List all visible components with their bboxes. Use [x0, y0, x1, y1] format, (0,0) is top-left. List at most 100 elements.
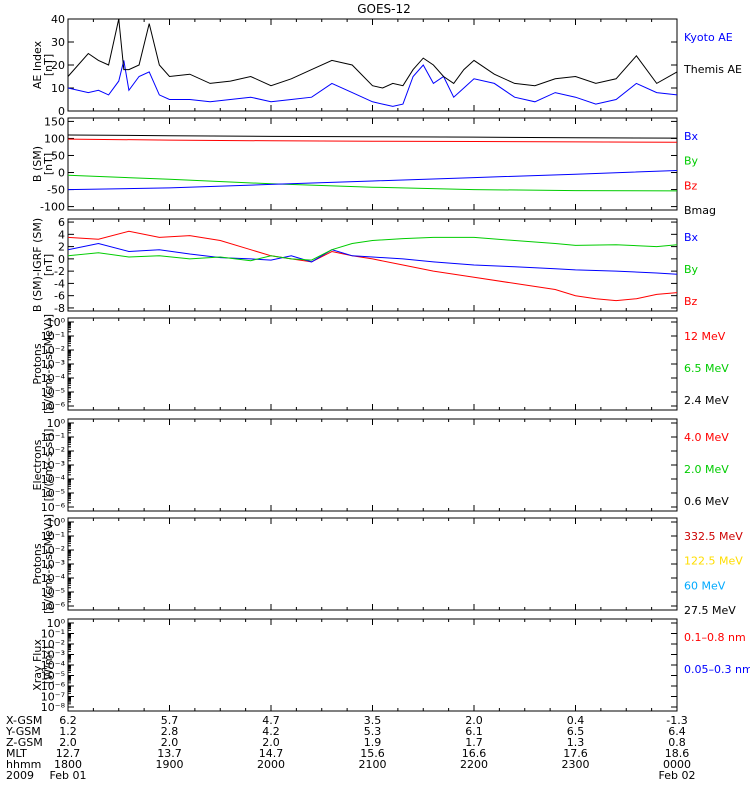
y-axis-label: [nT]: [42, 254, 55, 276]
y-tick-label: 10⁻¹: [41, 431, 65, 444]
y-tick-label: 10⁻⁴: [41, 572, 66, 585]
y-tick-label: -6: [54, 290, 65, 303]
y-tick-label: 10⁰: [47, 316, 66, 329]
y-axis-label: [W/m²]: [42, 646, 55, 684]
orbit-cell: 13.7: [157, 747, 182, 760]
orbit-cell: 0000: [663, 758, 691, 771]
orbit-cell: 2.0: [262, 736, 280, 749]
orbit-cell: 2.0: [465, 714, 483, 727]
y-tick-label: 10⁻⁴: [41, 473, 66, 486]
orbit-cell: 1.2: [59, 725, 77, 738]
orbit-cell: 5.3: [364, 725, 382, 738]
orbit-cell: 17.6: [563, 747, 588, 760]
y-axis-label: Protons: [31, 543, 44, 584]
y-tick-label: 10⁻⁵: [41, 670, 65, 683]
orbit-cell: 2.0: [59, 736, 77, 749]
y-tick-label: 150: [44, 115, 65, 128]
y-tick-label: 10⁻²: [41, 344, 65, 357]
orbit-cell: 1.9: [364, 736, 382, 749]
y-tick-label: -4: [54, 277, 65, 290]
orbit-row-label: MLT: [6, 747, 27, 760]
legend-entry: 2.4 MeV: [684, 394, 729, 407]
legend-entry: Bx: [684, 130, 699, 143]
legend-entry: 60 MeV: [684, 579, 726, 592]
y-tick-label: 10: [51, 82, 65, 95]
series-line-bx: [67, 242, 678, 275]
orbit-row-label: Y-GSM: [5, 725, 41, 738]
y-tick-label: 10⁰: [47, 417, 66, 430]
orbit-cell: 1.7: [465, 736, 483, 749]
y-tick-label: -100: [40, 201, 65, 214]
y-tick-label: 4: [58, 228, 65, 241]
orbit-ephemeris-table: X-GSMY-GSMZ-GSMMLThhmm20096.21.22.012.71…: [5, 714, 695, 782]
y-tick-label: 10⁻⁵: [41, 386, 65, 399]
orbit-row-label: Z-GSM: [6, 736, 43, 749]
panel-frame: [67, 517, 678, 611]
orbit-cell: 2300: [562, 758, 590, 771]
orbit-cell: -1.3: [666, 714, 687, 727]
panel-frame: [67, 317, 678, 411]
legend-entry: 0.6 MeV: [684, 495, 729, 508]
legend-entry: 122.5 MeV: [684, 555, 743, 568]
y-tick-label: 10⁻³: [41, 649, 65, 662]
figure-title: GOES-12: [357, 2, 411, 16]
y-tick-label: 100: [44, 132, 65, 145]
panel-1: 0 10 20 30 40 AE Index[nT] Kyoto AE Themis AE: [31, 13, 742, 118]
y-tick-label: 10⁻⁶: [41, 600, 66, 613]
legend-entry: 6.5 MeV: [684, 362, 729, 375]
y-tick-label: 10⁰: [47, 617, 66, 630]
orbit-row-label: 2009: [6, 769, 34, 782]
panel-7: 10⁻⁸10⁻⁷10⁻⁶10⁻⁵10⁻⁴10⁻³10⁻²10⁻¹10⁰Xray …: [31, 617, 750, 714]
orbit-cell: 5.7: [161, 714, 179, 727]
legend-entry: Bmag: [684, 204, 716, 217]
legend-entry: 27.5 MeV: [684, 604, 736, 617]
orbit-cell: 2.8: [161, 725, 179, 738]
legend-entry: By: [684, 263, 699, 276]
panel-frame: [67, 117, 678, 211]
legend-entry: Kyoto AE: [684, 31, 733, 44]
y-axis-label: B (SM): [31, 146, 44, 182]
y-tick-label: 10⁻³: [41, 358, 65, 371]
y-tick-label: -50: [47, 184, 65, 197]
y-axis-label: Xray Flux: [31, 639, 44, 691]
y-tick-label: 10⁻⁸: [41, 701, 66, 714]
legend-entry: 12 MeV: [684, 330, 726, 343]
legend-entry: 2.0 MeV: [684, 463, 729, 476]
legend-entry: 0.05–0.3 nm: [684, 663, 750, 676]
orbit-cell: 6.2: [59, 714, 77, 727]
y-tick-label: 10⁻⁶: [41, 501, 66, 514]
y-tick-label: 10⁻⁵: [41, 586, 65, 599]
orbit-cell: Feb 02: [659, 769, 696, 782]
y-axis-label: [nT]: [42, 54, 55, 76]
y-tick-label: 10⁻²: [41, 544, 65, 557]
y-tick-label: 10⁰: [47, 516, 66, 529]
legend-entry: 0.1–0.8 nm: [684, 631, 746, 644]
panel-frame: [67, 618, 678, 712]
series-line-by: [67, 174, 678, 192]
panel-5: 10⁻⁶10⁻⁵10⁻⁴10⁻³10⁻²10⁻¹10⁰Electrons[e/(…: [31, 417, 729, 514]
panel-2: -100 -50 0 50 100 150 B (SM)[nT] Bx By Bz Bmag: [31, 115, 716, 217]
orbit-cell: 6.4: [668, 725, 686, 738]
y-tick-label: 10⁻¹: [41, 530, 65, 543]
y-tick-label: 10⁻⁴: [41, 372, 66, 385]
y-tick-label: 10⁻²: [41, 445, 65, 458]
series-line-bmag: [67, 134, 678, 139]
y-axis-label: B (SM)-IGRF (SM): [31, 218, 44, 312]
orbit-cell: 2200: [460, 758, 488, 771]
orbit-cell: 4.2: [262, 725, 280, 738]
y-tick-label: 10⁻¹: [41, 628, 65, 641]
legend-entry: Themis AE: [683, 63, 742, 76]
legend-entry: Bz: [684, 295, 698, 308]
orbit-cell: 16.6: [462, 747, 487, 760]
series-line-by: [67, 236, 678, 262]
legend-entry: Bz: [684, 179, 698, 192]
panel-frame: [67, 418, 678, 512]
y-tick-label: 2: [58, 241, 65, 254]
orbit-cell: 2100: [359, 758, 387, 771]
y-tick-label: 10⁻³: [41, 558, 65, 571]
y-axis-label: [nT]: [42, 153, 55, 175]
